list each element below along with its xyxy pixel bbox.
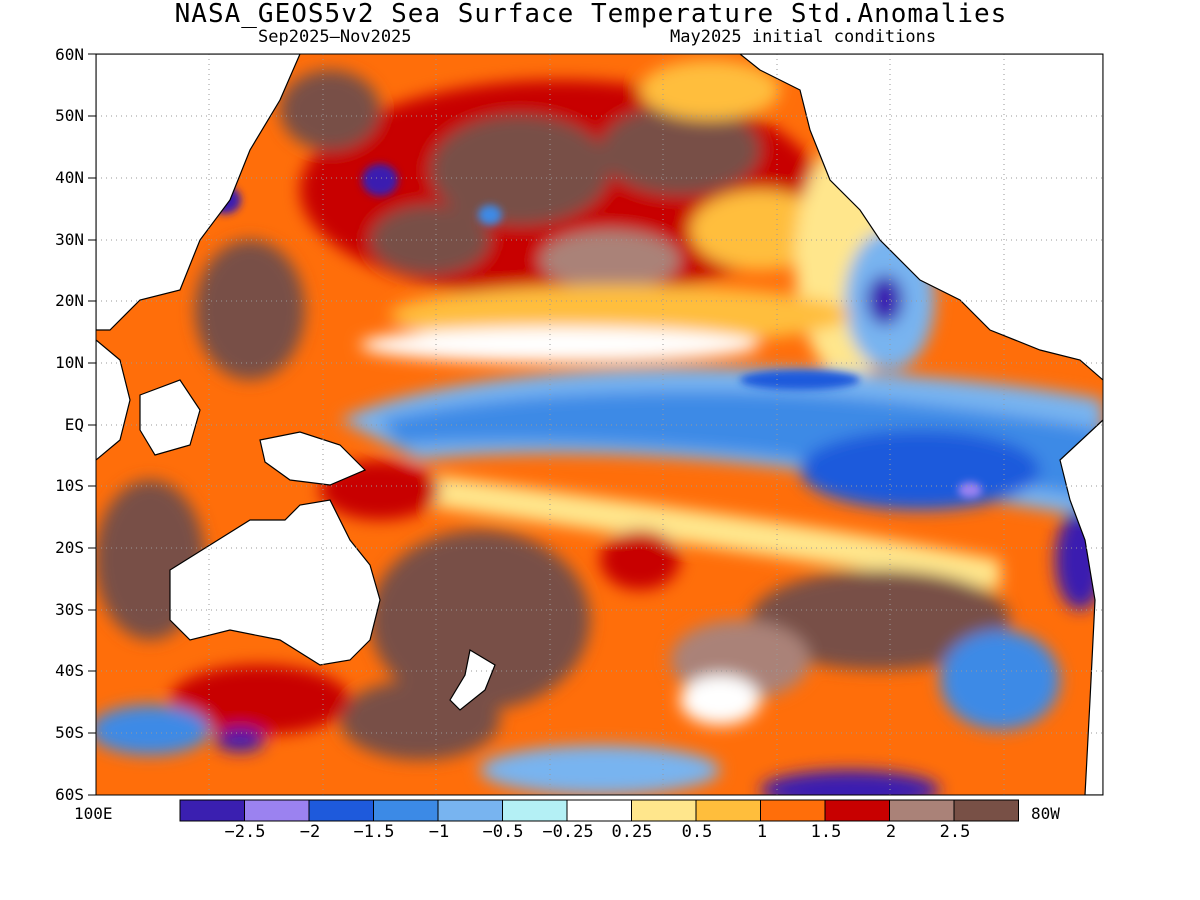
colorbar-swatch <box>179 799 245 822</box>
colorbar-tick-label: 1 <box>756 822 768 842</box>
colorbar-tick-label: 1.5 <box>810 822 842 842</box>
lat-label: 20S <box>55 538 84 557</box>
colorbar-swatch <box>566 799 632 822</box>
colorbar-tick-label: 0.25 <box>611 822 653 842</box>
forecast-period: Sep2025–Nov2025 <box>258 27 412 47</box>
colorbar-swatch <box>695 799 761 822</box>
lat-label: 40N <box>55 168 84 187</box>
new-guinea-land <box>259 431 367 486</box>
lat-label: EQ <box>64 415 84 434</box>
colorbar-swatch <box>889 799 955 822</box>
land-masses <box>96 54 1103 795</box>
lat-label: 10S <box>55 476 84 495</box>
colorbar-swatch <box>244 799 310 822</box>
colorbar-swatch <box>824 799 890 822</box>
lon-label-right: 80W <box>1031 804 1060 823</box>
colorbar-swatch <box>631 799 697 822</box>
initial-conditions: May2025 initial conditions <box>670 27 937 47</box>
lat-label: 50S <box>55 723 84 742</box>
australia-land <box>169 499 381 666</box>
colorbar-tick-label: −1 <box>428 822 450 842</box>
lat-label: 40S <box>55 661 84 680</box>
colorbar-swatch <box>373 799 439 822</box>
new-zealand-land <box>449 649 496 711</box>
map-frame <box>88 53 1104 796</box>
lat-label: 30N <box>55 230 84 249</box>
colorbar-swatch <box>760 799 826 822</box>
colorbar-tick-label: −2.5 <box>224 822 266 842</box>
colorbar-tick-label: −1.5 <box>353 822 395 842</box>
north-america-land <box>739 54 1103 381</box>
lon-label-left: 100E <box>74 804 113 823</box>
colorbar-tick-label: 0.5 <box>681 822 713 842</box>
colorbar-swatch <box>437 799 503 822</box>
lat-label: 20N <box>55 291 84 310</box>
borneo-land <box>139 379 201 456</box>
lat-label: 60N <box>55 45 84 64</box>
colorbar-tick-label: −2 <box>299 822 321 842</box>
colorbar-tick-label: −0.5 <box>482 822 524 842</box>
colorbar-swatch <box>953 799 1019 822</box>
asia-land <box>96 54 301 331</box>
colorbar-swatch <box>502 799 568 822</box>
colorbar-swatch <box>308 799 374 822</box>
colorbar-tick-label: −0.25 <box>542 822 594 842</box>
lat-label: 60S <box>55 785 84 804</box>
colorbar-tick-label: 2 <box>885 822 897 842</box>
graticule <box>96 54 1103 795</box>
south-america-land <box>1059 419 1103 795</box>
southeast-asia-land <box>96 339 131 461</box>
map-title: NASA_GEOS5v2 Sea Surface Temperature Std… <box>174 0 1008 29</box>
colorbar-tick-label: 2.5 <box>939 822 971 842</box>
lat-label: 50N <box>55 106 84 125</box>
lat-label: 10N <box>55 353 84 372</box>
colorbar <box>179 799 1019 822</box>
lat-label: 30S <box>55 600 84 619</box>
